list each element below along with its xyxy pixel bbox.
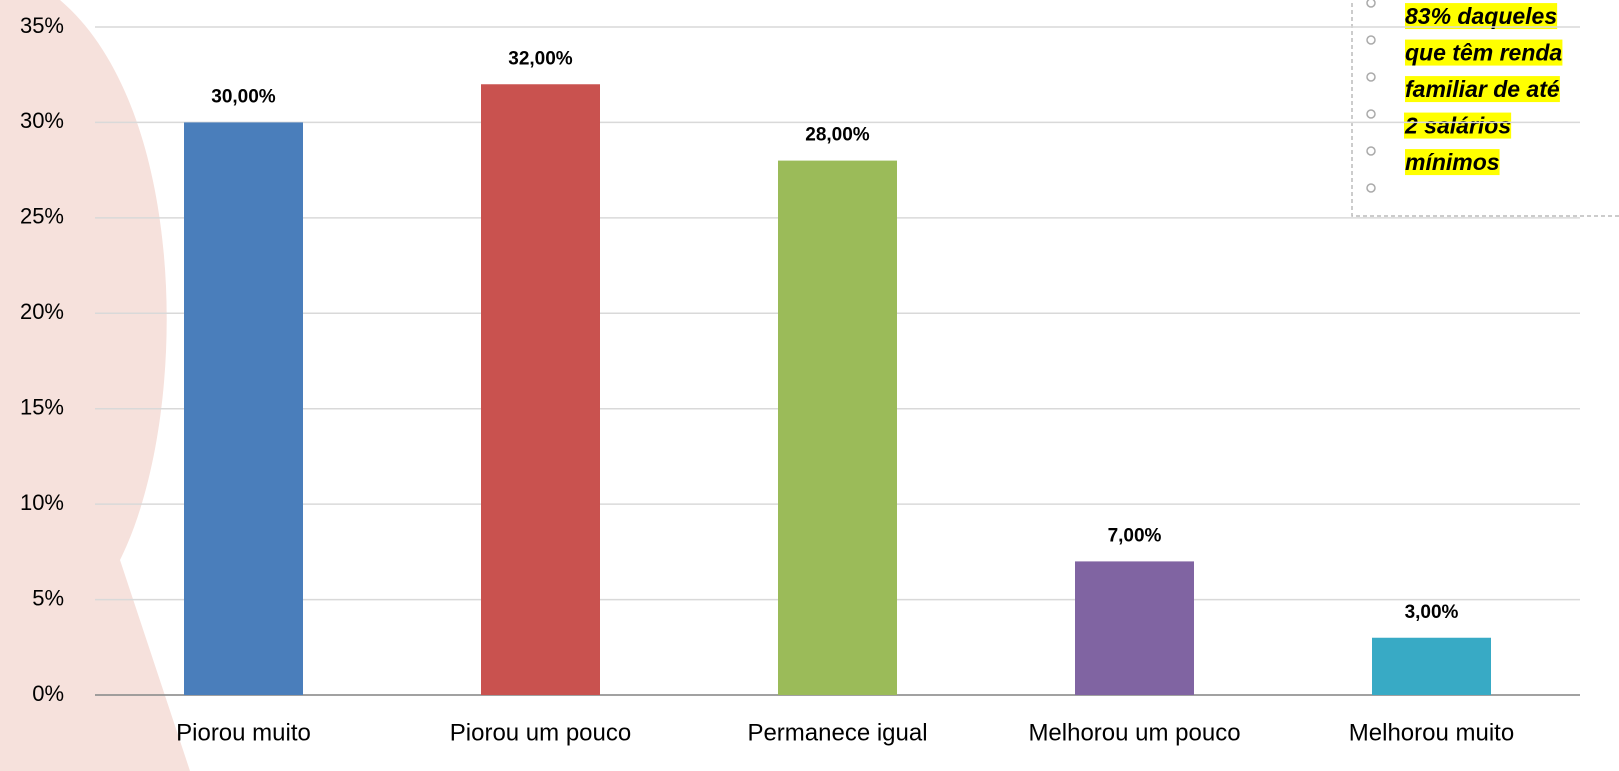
value-label: 30,00% <box>211 86 276 107</box>
bar <box>1372 637 1491 695</box>
annotation-line: familiar de até <box>1405 76 1560 102</box>
annotation-line: 83% daqueles <box>1405 3 1557 29</box>
highlight <box>1405 39 1563 66</box>
bullet <box>1366 72 1376 82</box>
highlight <box>1405 149 1500 176</box>
highlight <box>1405 3 1558 30</box>
note-frame <box>1351 0 1619 217</box>
value-label: 7,00% <box>1108 525 1162 546</box>
highlight <box>1405 76 1560 103</box>
bar <box>481 84 600 695</box>
value-label: 32,00% <box>508 48 573 69</box>
y-tick-label: 5% <box>32 585 64 610</box>
x-tick-label: Permanece igual <box>747 719 927 746</box>
bar <box>778 160 897 696</box>
x-tick-label: Melhorou muito <box>1349 719 1514 746</box>
bullet <box>1366 35 1376 45</box>
annotation-line: 2 salários <box>1404 113 1511 139</box>
value-label: 28,00% <box>805 125 870 146</box>
bullet <box>1366 183 1376 193</box>
x-tick-label: Melhorou um pouco <box>1028 719 1240 746</box>
y-tick-label: 10% <box>20 490 64 515</box>
y-tick-label: 25% <box>20 204 64 229</box>
note-box: 83% daqueles que têm renda familiar de até… <box>1351 0 1619 217</box>
x-tick-label: Piorou um pouco <box>450 719 631 746</box>
bullet <box>1366 146 1376 156</box>
bullet <box>1366 0 1376 8</box>
y-tick-label: 20% <box>20 299 64 324</box>
highlight <box>1404 112 1512 139</box>
annotation-line: que têm renda <box>1405 40 1562 66</box>
annotation-line: mínimos <box>1405 149 1500 175</box>
bar <box>1075 561 1194 695</box>
y-tick-label: 35% <box>20 13 64 38</box>
y-tick-label: 15% <box>20 395 64 420</box>
bar <box>184 122 303 695</box>
y-tick-label: 0% <box>32 681 64 706</box>
y-tick-label: 30% <box>20 108 64 133</box>
bullet <box>1366 109 1376 119</box>
x-tick-label: Piorou muito <box>176 719 311 746</box>
value-label: 3,00% <box>1405 602 1459 623</box>
background-shape <box>0 0 190 771</box>
